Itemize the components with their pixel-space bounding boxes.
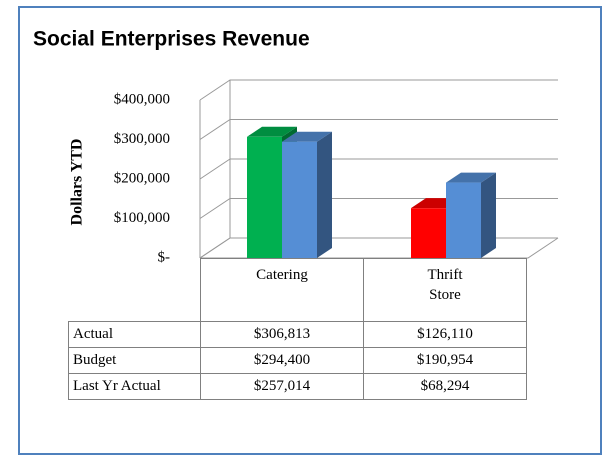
bar-side bbox=[481, 172, 496, 258]
category-label: Catering bbox=[256, 267, 308, 283]
value-cell: $294,400 bbox=[200, 347, 364, 374]
chart-title: Social Enterprises Revenue bbox=[33, 28, 310, 51]
value-cell: $257,014 bbox=[200, 373, 364, 400]
series-name: Last Yr Actual bbox=[68, 373, 201, 400]
y-tick-label: $300,000 bbox=[114, 131, 170, 147]
bar-top bbox=[446, 172, 496, 183]
y-tick-label: $100,000 bbox=[114, 210, 170, 226]
category-label: Thrift Store bbox=[427, 267, 463, 303]
value-cell: $190,954 bbox=[363, 347, 527, 374]
series-row: Actual $306,813 $126,110 bbox=[68, 321, 527, 348]
bar bbox=[446, 182, 481, 258]
grid-line bbox=[199, 119, 558, 140]
header-row: Catering Thrift Store bbox=[68, 258, 527, 322]
series-name: Budget bbox=[68, 347, 201, 374]
series-row: Budget $294,400 $190,954 bbox=[68, 347, 527, 374]
bar-top bbox=[247, 126, 297, 137]
bar-top bbox=[282, 131, 332, 142]
bar bbox=[411, 208, 446, 258]
grid-line bbox=[199, 79, 558, 101]
data-table: Catering Thrift Store Actual $306,813 $126,1… bbox=[68, 258, 527, 400]
series-name: Actual bbox=[68, 321, 201, 348]
grid-line bbox=[199, 158, 558, 180]
blank-cell bbox=[68, 258, 201, 322]
category-cell: Thrift Store bbox=[363, 258, 527, 322]
series-row: Last Yr Actual $257,014 $68,294 bbox=[68, 373, 527, 400]
y-axis-title: Dollars YTD bbox=[69, 139, 86, 226]
bar bbox=[247, 136, 282, 258]
y-tick-label: $200,000 bbox=[114, 170, 170, 186]
y-tick-label: $400,000 bbox=[114, 91, 170, 107]
value-cell: $68,294 bbox=[363, 373, 527, 400]
value-cell: $306,813 bbox=[200, 321, 364, 348]
category-cell: Catering bbox=[200, 258, 364, 322]
bar bbox=[282, 141, 317, 258]
value-cell: $126,110 bbox=[363, 321, 527, 348]
bar-side bbox=[317, 131, 332, 258]
